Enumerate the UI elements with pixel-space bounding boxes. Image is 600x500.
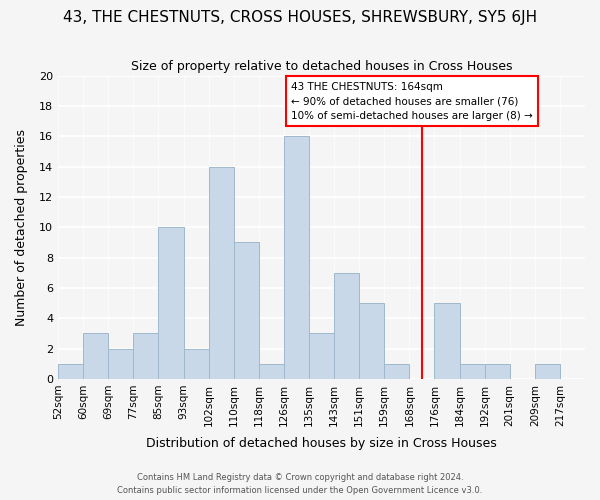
- Bar: [434, 303, 460, 379]
- Text: Contains HM Land Registry data © Crown copyright and database right 2024.
Contai: Contains HM Land Registry data © Crown c…: [118, 474, 482, 495]
- X-axis label: Distribution of detached houses by size in Cross Houses: Distribution of detached houses by size …: [146, 437, 497, 450]
- Bar: [184, 348, 209, 379]
- Bar: [460, 364, 485, 379]
- Bar: [259, 364, 284, 379]
- Bar: [485, 364, 510, 379]
- Bar: [309, 334, 334, 379]
- Bar: [83, 334, 108, 379]
- Title: Size of property relative to detached houses in Cross Houses: Size of property relative to detached ho…: [131, 60, 512, 73]
- Bar: [359, 303, 384, 379]
- Bar: [133, 334, 158, 379]
- Bar: [284, 136, 309, 379]
- Bar: [234, 242, 259, 379]
- Text: 43 THE CHESTNUTS: 164sqm
← 90% of detached houses are smaller (76)
10% of semi-d: 43 THE CHESTNUTS: 164sqm ← 90% of detach…: [292, 82, 533, 121]
- Y-axis label: Number of detached properties: Number of detached properties: [15, 128, 28, 326]
- Text: 43, THE CHESTNUTS, CROSS HOUSES, SHREWSBURY, SY5 6JH: 43, THE CHESTNUTS, CROSS HOUSES, SHREWSB…: [63, 10, 537, 25]
- Bar: [108, 348, 133, 379]
- Bar: [58, 364, 83, 379]
- Bar: [209, 166, 234, 379]
- Bar: [384, 364, 409, 379]
- Bar: [334, 272, 359, 379]
- Bar: [535, 364, 560, 379]
- Bar: [158, 227, 184, 379]
